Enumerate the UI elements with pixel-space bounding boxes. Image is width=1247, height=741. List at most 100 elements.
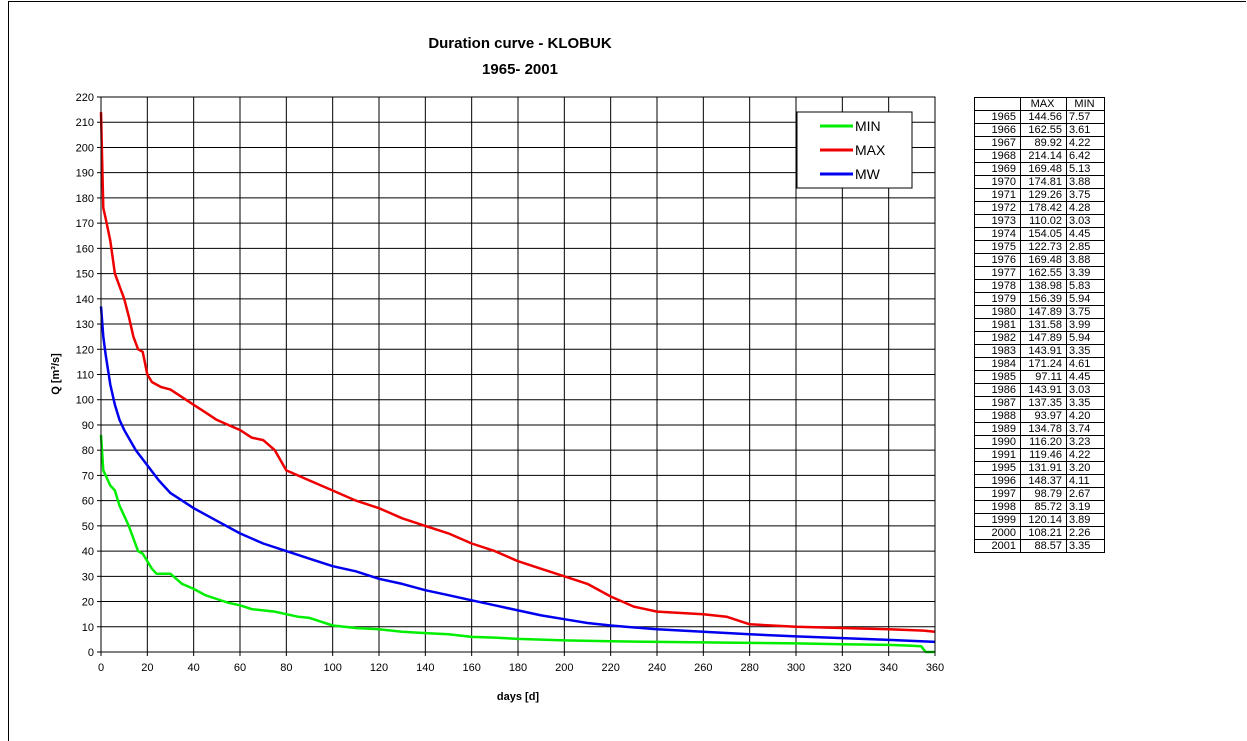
header-min: MIN — [1066, 97, 1105, 111]
cell-year: 1970 — [974, 175, 1021, 189]
y-tick-label: 30 — [82, 571, 94, 583]
y-tick-label: 10 — [82, 622, 94, 634]
y-tick-label: 190 — [76, 168, 94, 180]
cell-max: 138.98 — [1020, 279, 1067, 293]
cell-year: 1978 — [974, 279, 1021, 293]
cell-min: 3.23 — [1066, 435, 1105, 449]
y-tick-label: 180 — [76, 193, 94, 205]
cell-year: 1990 — [974, 435, 1021, 449]
cell-max: 110.02 — [1020, 214, 1067, 228]
cell-max: 156.39 — [1020, 292, 1067, 306]
cell-min: 3.88 — [1066, 253, 1105, 267]
cell-min: 3.75 — [1066, 305, 1105, 319]
cell-year: 1996 — [974, 474, 1021, 488]
table-row: 1973 110.02 3.03 — [974, 214, 1105, 228]
cell-max: 108.21 — [1020, 526, 1067, 540]
y-axis-label: Q [m³/s] — [50, 353, 62, 395]
y-tick-label: 170 — [76, 218, 94, 230]
cell-min: 2.67 — [1066, 487, 1105, 501]
cell-year: 1972 — [974, 201, 1021, 215]
x-axis-label: days [d] — [497, 691, 540, 703]
cell-year: 1985 — [974, 370, 1021, 384]
cell-year: 1998 — [974, 500, 1021, 514]
y-tick-label: 150 — [76, 269, 94, 281]
legend: MIN MAX MW — [796, 111, 913, 189]
table-row: 1995 131.91 3.20 — [974, 461, 1105, 475]
cell-max: 131.91 — [1020, 461, 1067, 475]
cell-min: 2.85 — [1066, 240, 1105, 254]
legend-box — [796, 111, 913, 189]
series-lines — [99, 112, 936, 654]
table-row: 1989 134.78 3.74 — [974, 422, 1105, 436]
cell-min: 4.28 — [1066, 201, 1105, 215]
x-tick-label: 260 — [694, 662, 712, 674]
y-tick-label: 120 — [76, 344, 94, 356]
x-tick-label: 220 — [601, 662, 619, 674]
cell-year: 1979 — [974, 292, 1021, 306]
cell-year: 1973 — [974, 214, 1021, 228]
cell-year: 1997 — [974, 487, 1021, 501]
cell-year: 1995 — [974, 461, 1021, 475]
y-tick-label: 220 — [76, 92, 94, 104]
cell-max: 178.42 — [1020, 201, 1067, 215]
cell-year: 1968 — [974, 149, 1021, 163]
cell-max: 122.73 — [1020, 240, 1067, 254]
cell-max: 169.48 — [1020, 162, 1067, 176]
x-tick-label: 180 — [509, 662, 527, 674]
cell-max: 143.91 — [1020, 344, 1067, 358]
y-tick-label: 40 — [82, 546, 94, 558]
cell-max: 148.37 — [1020, 474, 1067, 488]
y-tick-label: 80 — [82, 445, 94, 457]
x-tick-label: 320 — [833, 662, 851, 674]
table-row: 1978 138.98 5.83 — [974, 279, 1105, 293]
header-year — [974, 97, 1021, 111]
cell-min: 2.26 — [1066, 526, 1105, 540]
table-row: 2000 108.21 2.26 — [974, 526, 1105, 540]
table-row: 1979 156.39 5.94 — [974, 292, 1105, 306]
chart-title: Duration curve - KLOBUK — [428, 35, 612, 52]
cell-min: 3.35 — [1066, 396, 1105, 410]
x-tick-label: 40 — [188, 662, 200, 674]
cell-year: 1976 — [974, 253, 1021, 267]
cell-min: 3.39 — [1066, 266, 1105, 280]
cell-min: 7.57 — [1066, 110, 1105, 124]
cell-max: 98.79 — [1020, 487, 1067, 501]
cell-max: 120.14 — [1020, 513, 1067, 527]
table-row: 1975 122.73 2.85 — [974, 240, 1105, 254]
table-row: 1969 169.48 5.13 — [974, 162, 1105, 176]
x-tick-label: 160 — [462, 662, 480, 674]
table-row: 1965 144.56 7.57 — [974, 110, 1105, 124]
y-tick-label: 100 — [76, 395, 94, 407]
annual-extremes-table-wrap: MAX MIN 1965 144.56 7.57 1966 162.55 3.61 1967… — [974, 97, 1105, 553]
y-tick-label: 130 — [76, 319, 94, 331]
cell-min: 3.61 — [1066, 123, 1105, 137]
chart-subtitle: 1965- 2001 — [482, 61, 558, 78]
table-row: 1983 143.91 3.35 — [974, 344, 1105, 358]
chart-frame — [8, 1, 1246, 741]
table-row: 1984 171.24 4.61 — [974, 357, 1105, 371]
cell-max: 171.24 — [1020, 357, 1067, 371]
cell-min: 4.61 — [1066, 357, 1105, 371]
cell-min: 5.83 — [1066, 279, 1105, 293]
table-row: 1980 147.89 3.75 — [974, 305, 1105, 319]
cell-max: 89.92 — [1020, 136, 1067, 150]
cell-min: 5.94 — [1066, 331, 1105, 345]
cell-min: 3.75 — [1066, 188, 1105, 202]
cell-max: 85.72 — [1020, 500, 1067, 514]
cell-year: 1983 — [974, 344, 1021, 358]
cell-max: 162.55 — [1020, 266, 1067, 280]
x-tick-label: 140 — [416, 662, 434, 674]
table-row: 1976 169.48 3.88 — [974, 253, 1105, 267]
cell-year: 1965 — [974, 110, 1021, 124]
table-row: 1991 119.46 4.22 — [974, 448, 1105, 462]
cell-min: 6.42 — [1066, 149, 1105, 163]
cell-year: 2001 — [974, 539, 1021, 553]
table-row: 1966 162.55 3.61 — [974, 123, 1105, 137]
y-tick-label: 60 — [82, 496, 94, 508]
table-header-row: MAX MIN — [974, 97, 1105, 111]
cell-year: 1986 — [974, 383, 1021, 397]
cell-min: 4.45 — [1066, 370, 1105, 384]
cell-min: 4.22 — [1066, 448, 1105, 462]
cell-min: 3.88 — [1066, 175, 1105, 189]
cell-min: 3.03 — [1066, 214, 1105, 228]
